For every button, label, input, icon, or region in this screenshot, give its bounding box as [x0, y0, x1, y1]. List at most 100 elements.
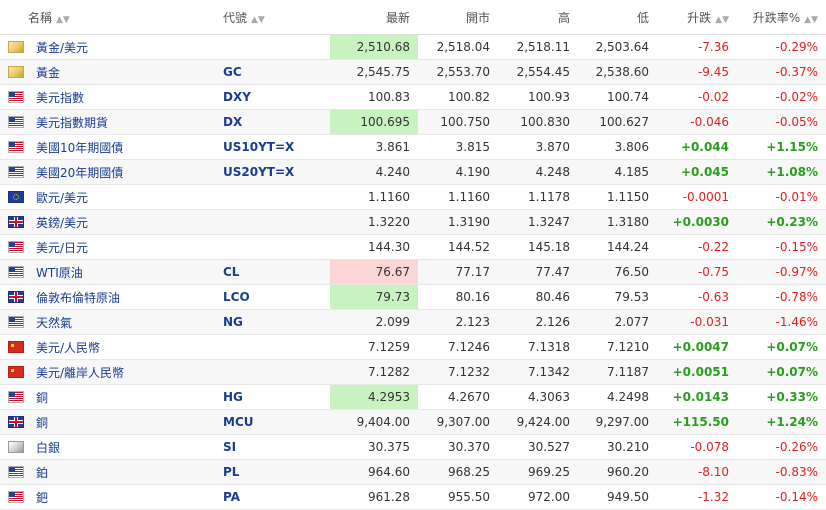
- instrument-code-link[interactable]: PA: [223, 490, 240, 504]
- table-row[interactable]: 美元/離岸人民幣 7.1282 7.1232 7.1342 7.1187 +0.0051 +…: [0, 359, 826, 385]
- high-price: 2.126: [535, 315, 570, 329]
- instrument-name-link[interactable]: 美元/離岸人民幣: [36, 365, 125, 380]
- instrument-code-link[interactable]: LCO: [223, 290, 250, 304]
- instrument-name-link[interactable]: 銅: [36, 390, 49, 405]
- last-price: 1.3220: [368, 215, 410, 229]
- change-value: -0.078: [690, 440, 729, 454]
- table-row[interactable]: 英鎊/美元 1.3220 1.3190 1.3247 1.3180 +0.0030 +0.2…: [0, 209, 826, 235]
- table-row[interactable]: 銅 HG 4.2953 4.2670 4.3063 4.2498 +0.0143 +0.33%: [0, 384, 826, 410]
- us-flag-icon: [8, 91, 24, 103]
- instrument-name-link[interactable]: 天然氣: [36, 315, 73, 330]
- sort-icon[interactable]: ▲▼: [715, 14, 729, 25]
- instrument-code-link[interactable]: GC: [223, 65, 242, 79]
- uk-flag-icon: [8, 416, 24, 428]
- instrument-code-link[interactable]: NG: [223, 315, 243, 329]
- table-row[interactable]: 銅 MCU 9,404.00 9,307.00 9,424.00 9,297.00 +115…: [0, 409, 826, 435]
- instrument-name-link[interactable]: 黃金: [36, 65, 61, 80]
- instrument-cell: 白銀: [0, 435, 215, 460]
- table-row[interactable]: 美元/日元 144.30 144.52 145.18 144.24 -0.22 -0.15%: [0, 235, 826, 260]
- us-flag-icon: [8, 241, 24, 253]
- us-flag-icon: [8, 141, 24, 153]
- high-price: 3.870: [535, 140, 570, 154]
- instrument-name-link[interactable]: 美元/人民幣: [36, 340, 101, 355]
- table-row[interactable]: 美元/人民幣 7.1259 7.1246 7.1318 7.1210 +0.0047 +0.…: [0, 335, 826, 360]
- change-percent: -0.37%: [775, 65, 818, 79]
- sort-icon[interactable]: ▲▼: [56, 14, 70, 25]
- instrument-code-link[interactable]: HG: [223, 390, 243, 404]
- table-row[interactable]: 鉑 PL 964.60 968.25 969.25 960.20 -8.10 -0.83%: [0, 459, 826, 485]
- low-price: 100.74: [607, 90, 649, 104]
- us-flag-icon: [8, 116, 24, 128]
- instrument-name-link[interactable]: 美元指數期貨: [36, 115, 109, 130]
- table-row[interactable]: 白銀 SI 30.375 30.370 30.527 30.210 -0.078 -0.26%: [0, 435, 826, 460]
- header-last[interactable]: 最新: [330, 0, 418, 35]
- instrument-cell: 黃金/美元: [0, 35, 215, 60]
- open-price: 9,307.00: [436, 415, 490, 429]
- table-row[interactable]: 美元指數 DXY 100.83 100.82 100.93 100.74 -0.02 -0.0…: [0, 85, 826, 110]
- instrument-name-link[interactable]: 黃金/美元: [36, 40, 89, 55]
- change-percent: +1.24%: [766, 415, 818, 429]
- instrument-name-link[interactable]: 美國10年期國債: [36, 140, 124, 155]
- header-name[interactable]: 名稱 ▲▼: [0, 0, 215, 35]
- instrument-name-link[interactable]: 銅: [36, 415, 49, 430]
- instrument-cell: 天然氣: [0, 310, 215, 335]
- high-price: 969.25: [528, 465, 570, 479]
- header-low[interactable]: 低: [578, 0, 657, 35]
- open-price: 4.2670: [448, 390, 490, 404]
- instrument-name-link[interactable]: 美元/日元: [36, 240, 89, 255]
- table-row[interactable]: WTI原油 CL 76.67 77.17 77.47 76.50 -0.75 -0.97%: [0, 259, 826, 285]
- table-row[interactable]: 天然氣 NG 2.099 2.123 2.126 2.077 -0.031 -1.46%: [0, 309, 826, 335]
- instrument-code-link[interactable]: DXY: [223, 90, 251, 104]
- table-row[interactable]: 黃金 GC 2,545.75 2,553.70 2,554.45 2,538.60 -9.4…: [0, 59, 826, 85]
- instrument-name-link[interactable]: 鈀: [36, 490, 49, 505]
- sort-icon[interactable]: ▲▼: [251, 14, 265, 25]
- instrument-name-link[interactable]: 美國20年期國債: [36, 165, 124, 180]
- header-change-pct[interactable]: 升跌率% ▲▼: [737, 0, 826, 35]
- instrument-name-link[interactable]: 鉑: [36, 465, 49, 480]
- high-price: 7.1318: [528, 340, 570, 354]
- instrument-code-link[interactable]: US10YT=X: [223, 140, 295, 154]
- low-price: 76.50: [614, 265, 649, 279]
- open-price: 3.815: [455, 140, 490, 154]
- low-price: 9,297.00: [595, 415, 649, 429]
- header-code[interactable]: 代號 ▲▼: [215, 0, 330, 35]
- instrument-code-link[interactable]: PL: [223, 465, 240, 479]
- table-row[interactable]: 美元指數期貨 DX 100.695 100.750 100.830 100.627 -0.0…: [0, 109, 826, 135]
- low-price: 7.1210: [607, 340, 649, 354]
- instrument-name-link[interactable]: 英鎊/美元: [36, 215, 89, 230]
- low-price: 4.2498: [607, 390, 649, 404]
- low-price: 2,503.64: [595, 40, 649, 54]
- instrument-code-link[interactable]: US20YT=X: [223, 165, 295, 179]
- instrument-name-link[interactable]: 倫敦布倫特原油: [36, 290, 121, 305]
- low-price: 3.806: [614, 140, 649, 154]
- instrument-name-link[interactable]: 白銀: [36, 440, 61, 455]
- table-row[interactable]: 倫敦布倫特原油 LCO 79.73 80.16 80.46 79.53 -0.63 -0.78…: [0, 284, 826, 310]
- open-price: 1.3190: [448, 215, 490, 229]
- table-header: 名稱 ▲▼ 代號 ▲▼ 最新 開市 高 低 升跌 ▲▼ 升跌率% ▲▼: [0, 0, 826, 35]
- change-percent: -0.26%: [775, 440, 818, 454]
- header-change[interactable]: 升跌 ▲▼: [657, 0, 737, 35]
- instrument-cell: 銅: [0, 385, 215, 410]
- header-open[interactable]: 開市: [418, 0, 498, 35]
- instrument-code-link[interactable]: CL: [223, 265, 240, 279]
- instrument-code-link[interactable]: MCU: [223, 415, 254, 429]
- table-row[interactable]: 美國20年期國債 US20YT=X 4.240 4.190 4.248 4.185 +0.0…: [0, 159, 826, 185]
- header-high[interactable]: 高: [498, 0, 578, 35]
- instrument-code: [215, 210, 330, 235]
- instrument-name-link[interactable]: 歐元/美元: [36, 190, 89, 205]
- table-row[interactable]: 黃金/美元 2,510.68 2,518.04 2,518.11 2,503.64 -7.…: [0, 34, 826, 60]
- table-row[interactable]: 鈀 PA 961.28 955.50 972.00 949.50 -1.32 -0.14%: [0, 485, 826, 510]
- instrument-cell: 倫敦布倫特原油: [0, 285, 215, 310]
- instrument-code-link[interactable]: DX: [223, 115, 243, 129]
- change-percent: +1.15%: [766, 140, 818, 154]
- table-row[interactable]: 美國10年期國債 US10YT=X 3.861 3.815 3.870 3.806 +0.0…: [0, 135, 826, 160]
- instrument-name-link[interactable]: WTI原油: [36, 265, 83, 280]
- table-row[interactable]: 歐元/美元 1.1160 1.1160 1.1178 1.1150 -0.0001 -0.0…: [0, 185, 826, 210]
- change-percent: -0.02%: [775, 90, 818, 104]
- sort-icon[interactable]: ▲▼: [804, 14, 818, 25]
- last-price: 7.1282: [368, 365, 410, 379]
- instrument-code-link[interactable]: SI: [223, 440, 237, 454]
- open-price: 968.25: [448, 465, 490, 479]
- instrument-name-link[interactable]: 美元指數: [36, 90, 85, 105]
- change-value: -7.36: [697, 40, 729, 54]
